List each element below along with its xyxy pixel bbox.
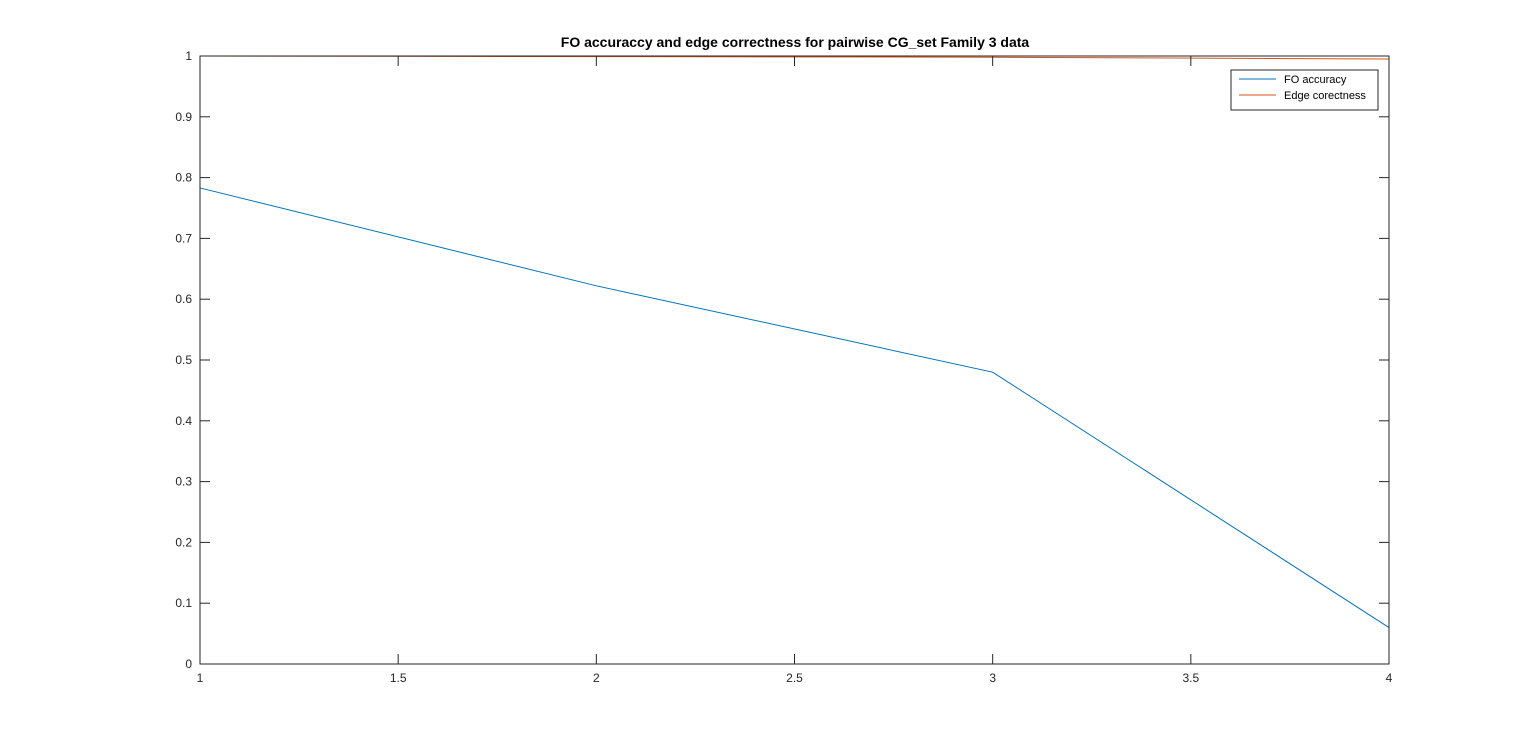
x-tick-label: 4 <box>1386 671 1393 685</box>
y-tick-label: 0.6 <box>175 292 192 306</box>
axes: 1 1.5 2 2.5 3 3.5 4 0 0.1 0.2 0.3 0.4 0.5 0.6 0.7 0.8 0.… <box>175 49 1392 685</box>
y-tick-label: 0.2 <box>175 535 192 549</box>
x-tick-label: 2 <box>593 671 600 685</box>
x-tick-label: 3.5 <box>1182 671 1199 685</box>
legend-label-2: Edge corectness <box>1284 90 1366 102</box>
chart-title: FO accuraccy and edge correctness for pa… <box>561 34 1030 50</box>
series-line-1 <box>199 187 1390 628</box>
x-tick-label: 1.5 <box>390 671 407 685</box>
plot-area <box>199 55 1390 664</box>
x-tick-label: 1 <box>197 671 204 685</box>
legend: FO accuracy Edge corectness <box>1230 69 1379 111</box>
x-tick-label: 3 <box>989 671 996 685</box>
legend-label-1: FO accuracy <box>1284 74 1347 86</box>
plot-background <box>200 56 1389 664</box>
y-tick-label: 1 <box>185 49 192 63</box>
y-tick-label: 0.9 <box>175 110 192 124</box>
legend-box <box>1230 69 1379 111</box>
x-tick-label: 2.5 <box>786 671 803 685</box>
y-tick-label: 0.5 <box>175 353 192 367</box>
y-tick-label: 0.4 <box>175 414 192 428</box>
y-tick-label: 0.7 <box>175 231 192 245</box>
y-tick-label: 0 <box>185 657 192 671</box>
y-tick-label: 0.1 <box>175 596 192 610</box>
y-tick-label: 0.8 <box>175 171 192 185</box>
y-tick-label: 0.3 <box>175 475 192 489</box>
